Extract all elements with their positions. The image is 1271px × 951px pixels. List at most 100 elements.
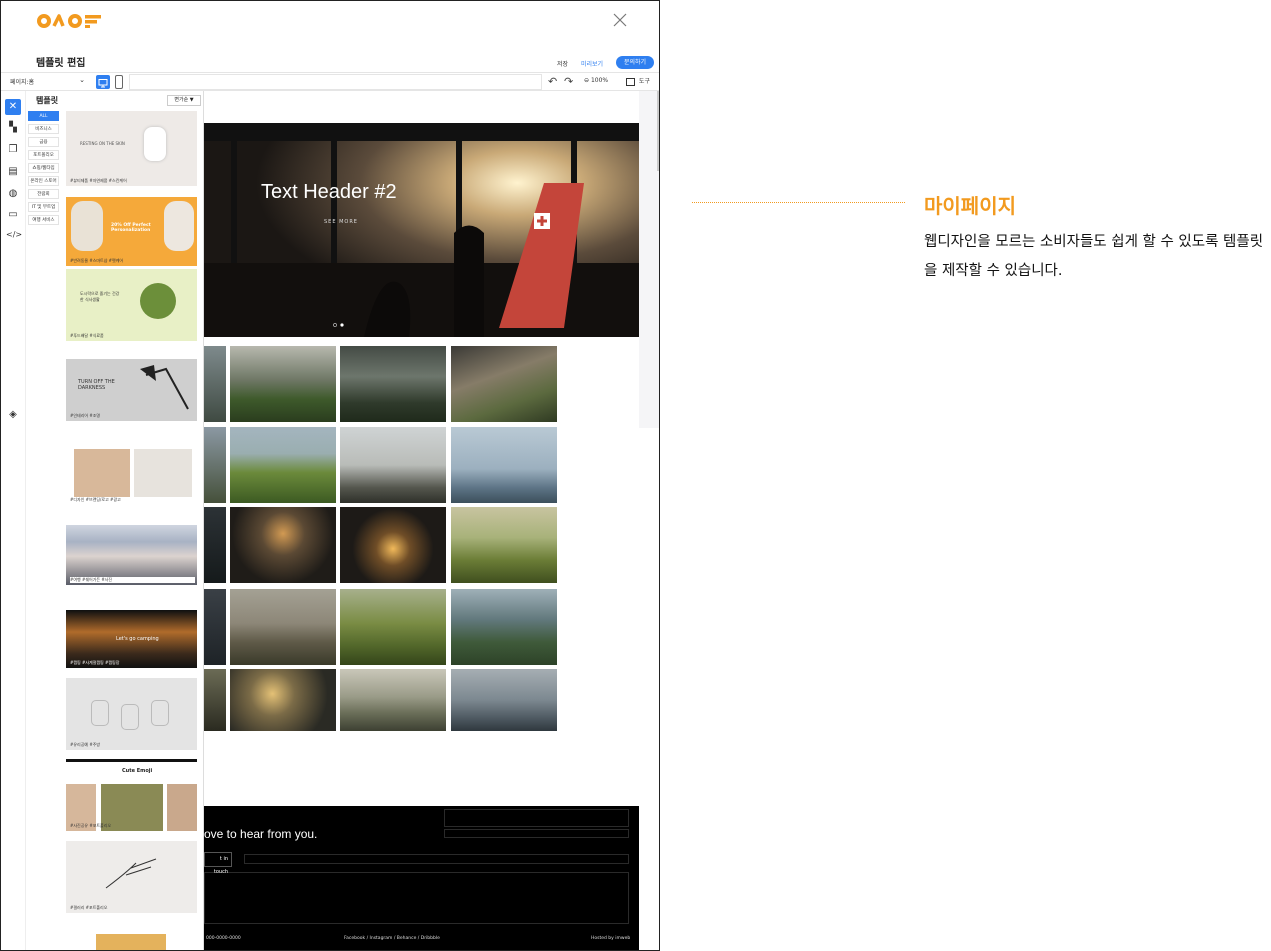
widgets-icon[interactable]: ▚ bbox=[9, 122, 17, 133]
thumbnail-tags: #인테리어 #조명 bbox=[70, 413, 101, 418]
gallery-photo[interactable] bbox=[230, 507, 336, 583]
category-online-store[interactable]: 온라인 스토어 bbox=[28, 176, 59, 186]
gallery-photo[interactable] bbox=[340, 346, 446, 422]
zoom-control[interactable]: ⊖ 100% bbox=[584, 77, 608, 84]
monitor-icon bbox=[98, 79, 108, 88]
zoom-level-value: 100% bbox=[590, 77, 609, 84]
template-thumbnail[interactable]: #유리공예 #주방 bbox=[66, 678, 197, 750]
category-all[interactable]: ALL bbox=[28, 111, 59, 121]
brand-image bbox=[134, 449, 192, 497]
thumbnail-tags: #사진공유 #포트폴리오 bbox=[70, 823, 112, 828]
template-panel: 템플릿 변가순 ▼ ALL 비즈니스 금융 포트폴리오 쇼핑/웹타입 온라인 스… bbox=[26, 91, 204, 950]
save-button[interactable]: 저장 bbox=[557, 61, 569, 68]
preview-button[interactable]: 미리보기 bbox=[581, 61, 604, 68]
template-thumbnail[interactable]: Let's go camping #캠핑 #사계절캠핑 #캠핑장 bbox=[66, 596, 197, 668]
footer-phone: 000-0000-0000 bbox=[206, 936, 241, 941]
gallery-photo[interactable] bbox=[340, 427, 446, 503]
gallery-photo[interactable] bbox=[340, 507, 446, 583]
tools-button[interactable]: 도구 bbox=[626, 76, 650, 86]
category-travel[interactable]: 여행 서비스 bbox=[28, 215, 59, 225]
mobile-view-button[interactable] bbox=[115, 75, 123, 89]
canvas-scrollbar[interactable] bbox=[657, 91, 659, 171]
category-it-startup[interactable]: IT 및 부트업 bbox=[28, 202, 59, 212]
gallery-photo[interactable] bbox=[230, 669, 336, 731]
food-image bbox=[140, 283, 176, 319]
footer-social-links[interactable]: Facebook / Instagram / Behance / Dribbbl… bbox=[344, 936, 440, 941]
gallery-photo[interactable] bbox=[230, 346, 336, 422]
category-finance[interactable]: 금융 bbox=[28, 137, 59, 147]
thumbnail-nav bbox=[66, 596, 197, 610]
tools-label: 도구 bbox=[638, 78, 650, 85]
template-thumbnail[interactable]: #디자인 #브랜딩/로고 #광고 bbox=[66, 429, 197, 505]
hero-section[interactable]: Text Header #2 SEE MORE bbox=[204, 123, 639, 337]
footer-placeholder bbox=[444, 829, 629, 838]
carousel-dots[interactable] bbox=[332, 322, 352, 328]
undo-icon[interactable]: ↶ bbox=[548, 75, 558, 88]
document-icon[interactable]: ▤ bbox=[8, 166, 18, 177]
gallery-photo[interactable] bbox=[451, 589, 557, 665]
gallery-photo[interactable] bbox=[451, 346, 557, 422]
template-thumbnail[interactable]: TURN OFF THE DARKNESS #인테리어 #조명 bbox=[66, 349, 197, 421]
hero-title[interactable]: Text Header #2 bbox=[261, 181, 397, 203]
pages-icon[interactable]: ❐ bbox=[8, 144, 18, 155]
desktop-view-button[interactable] bbox=[96, 75, 110, 89]
thumbnail-tags: #뷰티제품 #자연제품 #스킨케어 bbox=[70, 178, 127, 183]
thumbnail-nav bbox=[66, 513, 197, 525]
gallery-photo[interactable] bbox=[204, 427, 226, 503]
category-business[interactable]: 비즈니스 bbox=[28, 124, 59, 134]
photo-image bbox=[101, 784, 163, 831]
inquiry-button[interactable]: 문의하기 bbox=[616, 56, 654, 69]
template-thumbnail[interactable]: RESTING ON THE SKIN #뷰티제품 #자연제품 #스킨케어 bbox=[66, 111, 197, 186]
gallery-photo[interactable] bbox=[230, 589, 336, 665]
hero-image bbox=[204, 123, 639, 337]
template-thumbnail[interactable]: 20% Off Perfect Personalization #반려동물 #스… bbox=[66, 189, 197, 266]
gallery-photo[interactable] bbox=[204, 346, 226, 422]
template-thumbnail[interactable] bbox=[66, 922, 197, 950]
category-exhibition[interactable]: 전람회 bbox=[28, 189, 59, 199]
gallery-photo[interactable] bbox=[451, 669, 557, 731]
thumbnail-tags: #캠핑 #사계절캠핑 #캠핑장 bbox=[70, 660, 120, 665]
page-select-value: 페이지:홈 bbox=[10, 79, 35, 86]
palette-icon[interactable]: ◍ bbox=[8, 188, 18, 199]
gallery-photo[interactable] bbox=[230, 427, 336, 503]
url-bar[interactable] bbox=[129, 74, 542, 90]
redo-icon[interactable]: ↷ bbox=[564, 75, 574, 88]
sort-select[interactable]: 변가순 ▼ bbox=[167, 95, 201, 106]
close-icon[interactable] bbox=[611, 11, 629, 29]
annotation-description: 웹디자인을 모르는 소비자들도 쉽게 할 수 있도록 템플릿을 제작할 수 있습… bbox=[924, 234, 1264, 279]
image-icon[interactable]: ▭ bbox=[8, 209, 18, 220]
page-title: 템플릿 편집 bbox=[36, 58, 86, 69]
gallery-photo[interactable] bbox=[451, 507, 557, 583]
template-thumbnail[interactable]: #갤러리 #포트폴리오 bbox=[66, 841, 197, 913]
layout-icon bbox=[626, 77, 635, 86]
layers-icon[interactable]: ◈ bbox=[9, 409, 17, 420]
thumbnail-nav bbox=[66, 349, 197, 359]
glass-image bbox=[121, 704, 139, 730]
glass-image bbox=[91, 700, 109, 726]
gallery-photo[interactable] bbox=[204, 589, 226, 665]
callout-line bbox=[692, 202, 905, 203]
thumbnail-headline: TURN OFF THE DARKNESS bbox=[78, 379, 115, 391]
gallery-photo[interactable] bbox=[340, 589, 446, 665]
template-thumbnail[interactable]: Cute Emoji #사진공유 #포트폴리오 bbox=[66, 759, 197, 831]
category-shopping[interactable]: 쇼핑/웹타입 bbox=[28, 163, 59, 173]
canvas-gutter bbox=[639, 91, 659, 428]
design-tool-icon[interactable]: ✕ bbox=[5, 99, 21, 115]
product-image bbox=[144, 127, 166, 161]
category-portfolio[interactable]: 포트폴리오 bbox=[28, 150, 59, 160]
template-thumbnail[interactable]: #여행 #쉐어가든 #사진 bbox=[66, 513, 197, 585]
page-select[interactable]: 페이지:홈 ⌄ bbox=[10, 76, 85, 86]
get-in-touch-button[interactable]: t in touch bbox=[204, 852, 232, 875]
gallery-photo[interactable] bbox=[204, 507, 226, 583]
thumbnail-headline: 20% Off Perfect Personalization bbox=[111, 223, 151, 233]
gallery-photo[interactable] bbox=[204, 669, 226, 731]
gallery-photo[interactable] bbox=[340, 669, 446, 731]
template-thumbnail[interactable]: 도시락으로 즐기는 건강한 식사생활 #푸드배달 #식료품 bbox=[66, 269, 197, 341]
zoom-out-icon[interactable]: ⊖ bbox=[584, 77, 590, 84]
gallery-photo[interactable] bbox=[451, 427, 557, 503]
editor-toolbar: 페이지:홈 ⌄ ↶ ↷ ⊖ 100% 도구 bbox=[1, 72, 659, 91]
footer-heading: ove to hear from you. bbox=[204, 827, 318, 841]
hero-cta-button[interactable]: SEE MORE bbox=[324, 219, 358, 225]
thumbnail-tags: #푸드배달 #식료품 bbox=[70, 333, 104, 338]
code-icon[interactable]: </> bbox=[6, 230, 23, 239]
